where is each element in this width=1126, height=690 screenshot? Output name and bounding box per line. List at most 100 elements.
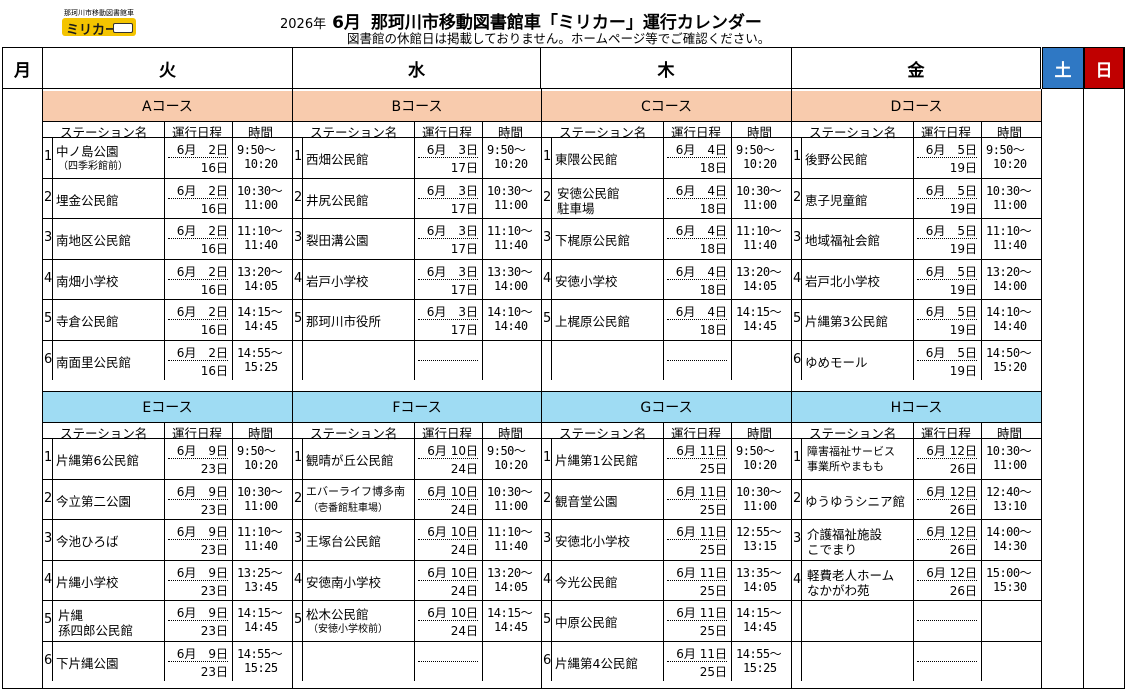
grid-line xyxy=(791,600,1041,601)
station-name: 観晴が丘公民館 xyxy=(306,453,394,468)
grid-line xyxy=(42,600,292,601)
time-end: 11:40 xyxy=(743,238,777,252)
schedule-second: 17日 xyxy=(450,201,478,216)
time-end: 10:20 xyxy=(743,157,777,171)
schedule-dotted-line xyxy=(168,157,228,159)
time-start: 10:30～ xyxy=(487,183,533,198)
schedule-dotted-line xyxy=(917,157,977,159)
row-number: 5 xyxy=(543,612,552,627)
station-name: 岩戸北小学校 xyxy=(805,273,881,289)
row-number: 3 xyxy=(294,531,303,546)
row-number: 1 xyxy=(294,149,303,164)
row-number: 1 xyxy=(294,450,303,465)
schedule-second: 26日 xyxy=(949,543,977,557)
station-note: （安徳小学校前） xyxy=(308,624,388,635)
day-header-mon: 月 xyxy=(2,47,43,89)
grid-line xyxy=(791,177,1041,179)
schedule-first: 6月 11日 xyxy=(676,565,727,580)
time-start: 14:55～ xyxy=(237,646,283,661)
station-name: 障害福祉サービス xyxy=(807,445,895,458)
station-name: ゆうゆうシニア館 xyxy=(805,493,906,509)
schedule-dotted-line xyxy=(917,579,977,581)
station-column-header: ステーション名 xyxy=(60,426,148,441)
time-start: 10:30～ xyxy=(986,183,1032,198)
schedule-second: 24日 xyxy=(450,462,478,476)
schedule-second: 25日 xyxy=(699,543,727,557)
time-end: 15:25 xyxy=(743,660,777,675)
schedule-first: 6月 11日 xyxy=(676,646,727,661)
frame-bottom xyxy=(2,688,1125,689)
row-number: 2 xyxy=(44,490,53,506)
time-start: 14:15～ xyxy=(736,305,782,319)
time-column-header: 時間 xyxy=(498,426,524,441)
grid-line xyxy=(663,422,664,681)
schedule-dotted-line xyxy=(917,197,977,199)
grid-line xyxy=(541,218,791,219)
grid-line xyxy=(292,218,541,219)
time-end: 14:45 xyxy=(743,620,777,634)
schedule-second: 25日 xyxy=(699,462,727,476)
grid-line xyxy=(541,600,791,601)
row-number: 2 xyxy=(294,189,303,205)
row-number: 4 xyxy=(543,270,552,286)
time-end: 11:40 xyxy=(244,539,278,553)
grid-line xyxy=(164,422,165,681)
time-end: 10:20 xyxy=(244,157,278,171)
schedule-second: 23日 xyxy=(200,462,228,476)
schedule-first: 6月 10日 xyxy=(427,565,478,580)
schedule-dotted-line xyxy=(418,238,478,240)
schedule-first: 6月 9日 xyxy=(176,484,228,499)
fri-divider xyxy=(1041,89,1042,689)
grid-line xyxy=(42,299,292,300)
station-name: 安徳公民館 xyxy=(557,185,620,201)
grid-line xyxy=(292,299,541,300)
grid-line xyxy=(232,121,233,380)
time-start: 14:50～ xyxy=(986,345,1032,360)
station-name: 西畑公民館 xyxy=(306,152,369,167)
schedule-column-header: 運行日程 xyxy=(172,426,223,441)
schedule-first: 6月 5日 xyxy=(925,224,977,238)
row-number: 5 xyxy=(44,612,53,627)
day-header-sun: 日 xyxy=(1084,47,1124,89)
station-name: 片縄 xyxy=(58,608,84,623)
station-name: 王塚台公民館 xyxy=(306,534,382,549)
station-name: 安徳小学校 xyxy=(555,273,618,289)
schedule-column-header: 運行日程 xyxy=(422,426,473,441)
grid-line xyxy=(541,258,791,260)
station-name: 今池ひろば xyxy=(56,534,119,549)
time-end: 13:10 xyxy=(993,498,1027,513)
grid-line xyxy=(292,519,541,520)
row-number: 4 xyxy=(543,571,552,587)
grid-line xyxy=(292,121,541,122)
schedule-first: 6月 2日 xyxy=(176,305,228,319)
page-subtitle: 図書館の休館日は掲載しておりません。ホームページ等でご確認ください。 xyxy=(347,31,771,46)
grid-line xyxy=(541,519,791,520)
station-name: 恵子児童館 xyxy=(805,192,868,208)
time-end: 10:20 xyxy=(993,157,1027,171)
schedule-first: 6月 3日 xyxy=(426,224,478,238)
time-start: 11:10～ xyxy=(237,224,283,238)
station-name: 下梶原公民館 xyxy=(555,233,631,248)
station-name: 片縄第3公民館 xyxy=(805,314,888,329)
time-start: 13:20～ xyxy=(736,264,782,279)
time-start: 14:55～ xyxy=(736,646,782,661)
station-column-header: ステーション名 xyxy=(809,426,897,441)
time-end: 14:40 xyxy=(494,319,528,333)
grid-line xyxy=(42,218,292,219)
grid-line xyxy=(791,121,1041,122)
time-start: 11:10～ xyxy=(487,224,533,238)
schedule-dotted-line xyxy=(168,458,228,460)
schedule-first: 6月 4日 xyxy=(675,143,727,157)
logo-badge: ミリカー xyxy=(62,18,136,38)
station-column-header: ステーション名 xyxy=(60,125,148,140)
grid-line xyxy=(791,559,1041,561)
time-start: 14:15～ xyxy=(237,305,283,319)
course-header: Fコース xyxy=(293,392,541,422)
grid-line xyxy=(981,121,982,380)
schedule-second: 18日 xyxy=(699,201,727,216)
row-number: 3 xyxy=(793,230,802,245)
station-name: 観音堂公園 xyxy=(555,493,618,509)
time-start: 13:25～ xyxy=(237,565,283,580)
row-number: 1 xyxy=(44,450,53,465)
schedule-column-header: 運行日程 xyxy=(422,125,473,140)
